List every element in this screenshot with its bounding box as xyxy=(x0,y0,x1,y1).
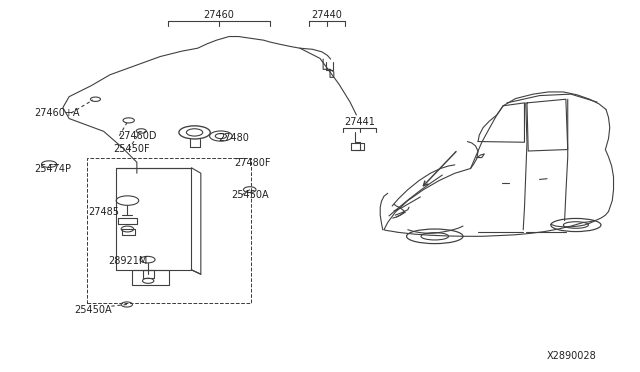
Text: 25450F: 25450F xyxy=(113,144,150,154)
Bar xyxy=(86,158,251,304)
Text: 25474P: 25474P xyxy=(35,164,72,173)
Text: 27480F: 27480F xyxy=(234,158,271,169)
Text: 25450A: 25450A xyxy=(231,190,269,200)
Text: 27480: 27480 xyxy=(218,133,249,143)
Text: 27440: 27440 xyxy=(312,10,342,20)
Text: 28921M: 28921M xyxy=(109,256,148,266)
Text: 25450A: 25450A xyxy=(74,305,112,315)
Text: 27460D: 27460D xyxy=(118,131,157,141)
Text: 27485: 27485 xyxy=(88,206,119,217)
Text: 27441: 27441 xyxy=(344,117,375,127)
Text: 27460: 27460 xyxy=(204,10,234,20)
Text: 27460+A: 27460+A xyxy=(35,108,80,118)
Text: X2890028: X2890028 xyxy=(546,350,596,360)
